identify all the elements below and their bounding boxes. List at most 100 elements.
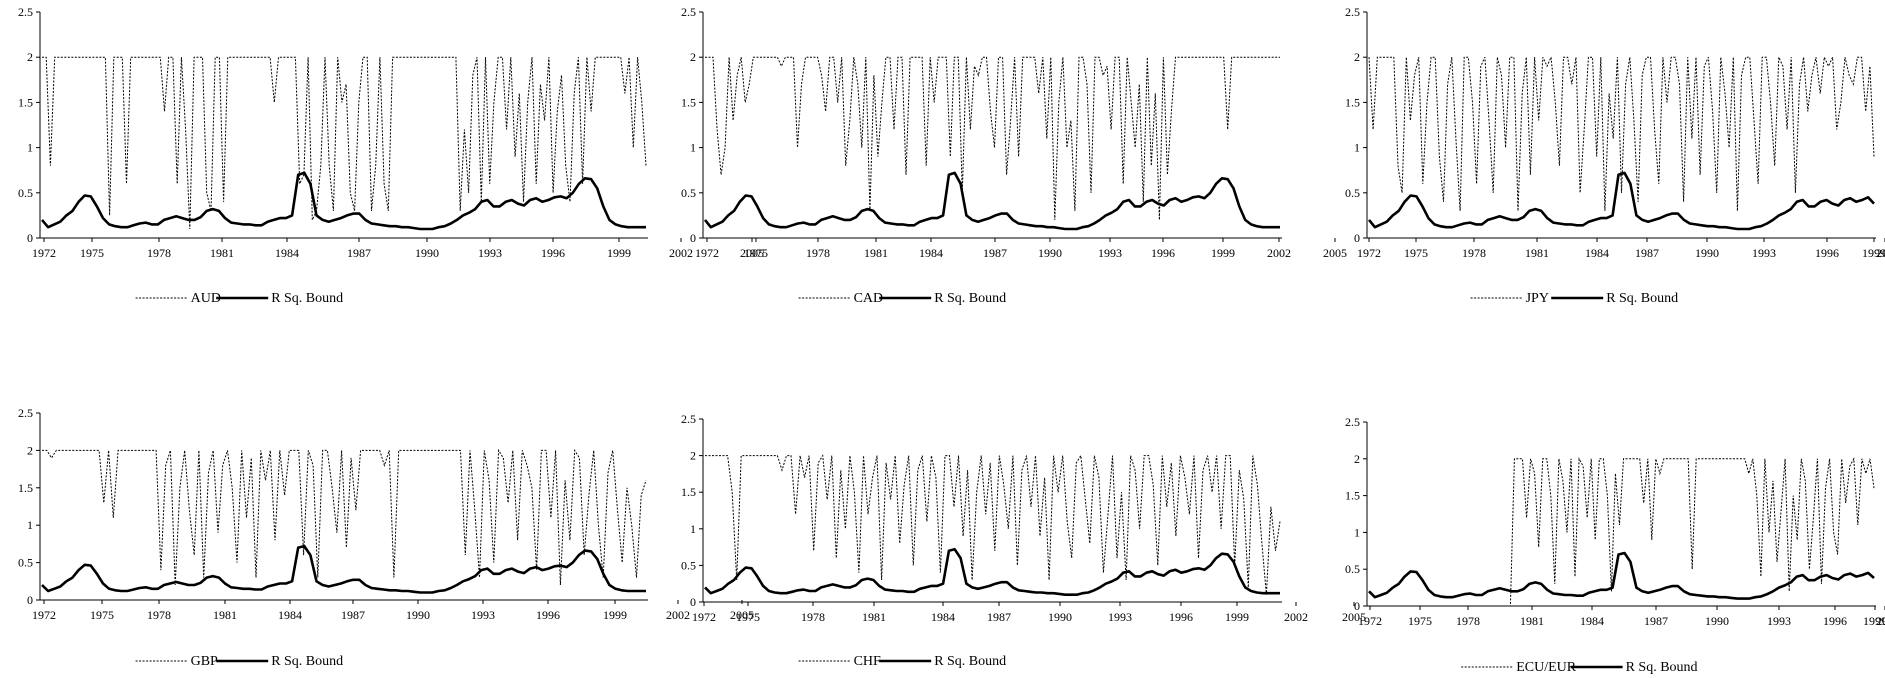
chart-legend: GBP R Sq. Bound xyxy=(136,654,344,669)
y-tick-label: 2 xyxy=(27,443,33,457)
x-tick-label: 1996 xyxy=(536,608,560,622)
x-tick-label: 1978 xyxy=(1456,614,1480,628)
chart-legend: CHF R Sq. Bound xyxy=(799,654,1007,669)
chart-panel-2: 0 0.5 1 1.5 2 2.5 1972 1975 1978 1981 1984 1987 1990… xyxy=(681,5,1347,306)
y-tick-label: 1.5 xyxy=(681,95,696,109)
series-line-aud xyxy=(42,57,646,229)
x-tick-label: 1981 xyxy=(1520,614,1544,628)
y-tick-label: 0.5 xyxy=(681,186,696,200)
y-tick-label: 2 xyxy=(1354,452,1360,466)
x-tick-label: 1999 xyxy=(1211,246,1235,260)
x-tick-label: 1990 xyxy=(1048,610,1072,624)
x-tick-label: 2002 xyxy=(1284,610,1308,624)
x-tick-label: 1996 xyxy=(541,246,565,260)
x-tick-label: 2002 xyxy=(1267,246,1291,260)
series-line-cad xyxy=(705,57,1280,220)
chart-legend: AUD R Sq. Bound xyxy=(136,291,344,306)
series-line-jpy xyxy=(1369,57,1874,211)
x-tick-label: 1972 xyxy=(1358,614,1382,628)
series-line-gbp xyxy=(42,450,646,585)
x-tick-label: 1981 xyxy=(210,246,234,260)
chart-panel-3: 0 0.5 1 1.5 2 2.5 1972 1975 1978 1981 1984 1987 1990… xyxy=(1345,5,1885,306)
x-tick-label: 1993 xyxy=(478,246,502,260)
series-line-r-sq-bound xyxy=(42,173,646,229)
x-tick-label: 2002 xyxy=(669,246,693,260)
legend-label: R Sq. Bound xyxy=(934,291,1006,306)
x-tick-label: 1975 xyxy=(90,608,114,622)
y-tick-label: 2 xyxy=(690,50,696,64)
y-tick-label: 2.5 xyxy=(681,5,696,19)
legend-label: GBP xyxy=(191,654,218,669)
x-tick-label: 1993 xyxy=(1108,610,1132,624)
legend-label: R Sq. Bound xyxy=(1606,291,1678,306)
x-tick-label: 1987 xyxy=(1644,614,1668,628)
x-tick-label: 1975 xyxy=(1404,246,1428,260)
x-tick-label: 1987 xyxy=(983,246,1007,260)
x-tick-label: 1990 xyxy=(415,246,439,260)
x-tick-label: 1996 xyxy=(1151,246,1175,260)
x-tick-label: 200 xyxy=(1876,614,1885,628)
x-tick-label: 1984 xyxy=(919,246,943,260)
series-line-r-sq-bound xyxy=(705,549,1280,594)
y-tick-label: 1.5 xyxy=(1345,489,1360,503)
x-tick-label: 1981 xyxy=(862,610,886,624)
x-tick-label: 1975 xyxy=(736,610,760,624)
x-tick-label: 1993 xyxy=(1098,246,1122,260)
y-tick-label: 2 xyxy=(690,449,696,463)
legend-label: ECU/EUR xyxy=(1516,660,1577,675)
x-tick-label: 1984 xyxy=(275,246,299,260)
series-line-r-sq-bound xyxy=(42,546,646,592)
y-tick-label: 1 xyxy=(690,522,696,536)
series-line-r-sq-bound xyxy=(705,173,1280,229)
y-tick-label: 0.5 xyxy=(1345,186,1360,200)
chart-panel-4: 0 0.5 1 1.5 2 2.5 1972 1975 1978 1981 1984 1987 1990… xyxy=(18,406,754,669)
x-tick-label: 1981 xyxy=(864,246,888,260)
series-line-chf xyxy=(705,456,1280,595)
y-tick-label: 1 xyxy=(27,141,33,155)
x-tick-label: 1996 xyxy=(1815,246,1839,260)
x-tick-label: 1984 xyxy=(1580,614,1604,628)
y-tick-label: 1.5 xyxy=(1345,95,1360,109)
y-tick-label: 0 xyxy=(27,593,33,607)
y-tick-label: 0 xyxy=(1354,599,1360,613)
x-tick-label: 1978 xyxy=(801,610,825,624)
x-tick-label: 1987 xyxy=(987,610,1011,624)
x-tick-label: 1972 xyxy=(1357,246,1381,260)
x-tick-label: 1999 xyxy=(607,246,631,260)
x-tick-label: 200 xyxy=(1876,246,1885,260)
legend-label: JPY xyxy=(1526,291,1549,306)
x-tick-label: 1972 xyxy=(32,246,56,260)
y-tick-label: 1 xyxy=(690,141,696,155)
x-tick-label: 1981 xyxy=(213,608,237,622)
y-tick-label: 1 xyxy=(27,518,33,532)
x-tick-label: 2005 xyxy=(1323,246,1347,260)
chart-panel-5: 0 0.5 1 1.5 2 2.5 1972 1975 1978 1981 1984 1987 1990… xyxy=(681,412,1366,669)
x-tick-label: 1984 xyxy=(1585,246,1609,260)
x-tick-label: 1996 xyxy=(1169,610,1193,624)
x-tick-label: 1984 xyxy=(278,608,302,622)
series-line-r-sq-bound xyxy=(1369,553,1874,599)
y-tick-label: 0 xyxy=(1354,231,1360,245)
y-tick-label: 2 xyxy=(27,50,33,64)
x-tick-label: 1975 xyxy=(744,246,768,260)
x-tick-label: 1978 xyxy=(147,246,171,260)
series-line-ecu-eur xyxy=(1369,459,1874,606)
x-tick-label: 2002 xyxy=(666,608,690,622)
x-tick-label: 1972 xyxy=(695,246,719,260)
y-tick-label: 0 xyxy=(27,231,33,245)
y-tick-label: 1 xyxy=(1354,141,1360,155)
x-tick-label: 1981 xyxy=(1525,246,1549,260)
x-tick-label: 1996 xyxy=(1823,614,1847,628)
x-tick-label: 1990 xyxy=(1695,246,1719,260)
y-tick-label: 1.5 xyxy=(18,95,33,109)
x-tick-label: 1987 xyxy=(1635,246,1659,260)
y-tick-label: 1.5 xyxy=(681,485,696,499)
y-tick-label: 1 xyxy=(1354,525,1360,539)
x-tick-label: 1993 xyxy=(1752,246,1776,260)
y-tick-label: 0 xyxy=(690,231,696,245)
x-tick-label: 1987 xyxy=(341,608,365,622)
x-tick-label: 1984 xyxy=(931,610,955,624)
y-tick-label: 1.5 xyxy=(18,481,33,495)
chart-panel-6: 0 0.5 1 1.5 2 2.5 1972 1975 1978 1981 1984 1987 1990… xyxy=(1345,415,1885,675)
y-tick-label: 2.5 xyxy=(1345,415,1360,429)
